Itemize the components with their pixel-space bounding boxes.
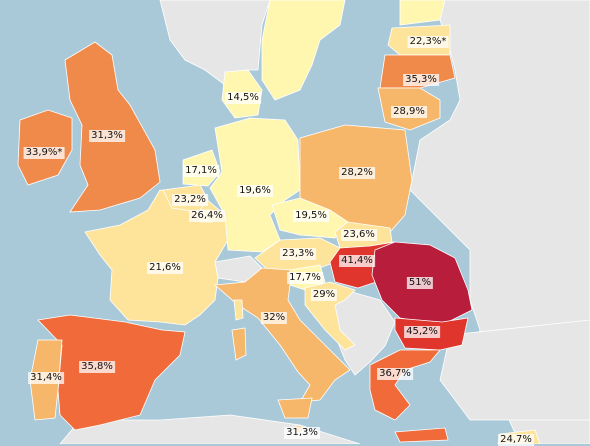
label-germany: 19,6% bbox=[237, 185, 273, 197]
label-latvia: 35,3% bbox=[403, 74, 439, 86]
label-ireland: 33,9%* bbox=[23, 147, 65, 159]
label-croatia: 29% bbox=[310, 289, 338, 301]
label-slovenia: 17,7% bbox=[287, 272, 323, 284]
label-denmark: 14,5% bbox=[225, 92, 261, 104]
label-spain: 35,8% bbox=[79, 361, 115, 373]
region-italy bbox=[214, 267, 351, 403]
label-belgium: 23,2% bbox=[172, 194, 208, 206]
region-balkans-west bbox=[321, 289, 396, 376]
label-italy: 32% bbox=[260, 312, 288, 324]
label-bulgaria: 45,2% bbox=[404, 326, 440, 338]
label-luxembourg: 26,4% bbox=[189, 210, 225, 222]
label-estonia: 22,3%* bbox=[407, 36, 449, 48]
region-norway bbox=[159, 0, 271, 86]
region-turkey bbox=[439, 319, 590, 421]
region-sardinia bbox=[231, 327, 247, 361]
region-finland bbox=[399, 0, 446, 26]
region-sicily bbox=[277, 397, 313, 419]
label-austria: 23,3% bbox=[280, 248, 316, 260]
region-corsica bbox=[233, 299, 244, 321]
label-portugal: 31,4% bbox=[28, 372, 64, 384]
label-hungary: 41,4% bbox=[339, 255, 375, 267]
label-lithuania: 28,9% bbox=[391, 106, 427, 118]
region-france bbox=[84, 189, 229, 326]
region-greece bbox=[369, 349, 441, 421]
label-slovakia: 23,6% bbox=[341, 229, 377, 241]
label-malta: 31,3% bbox=[284, 427, 320, 439]
label-czechia: 19,5% bbox=[293, 210, 329, 222]
label-greece: 36,7% bbox=[377, 368, 413, 380]
label-cyprus: 24,7% bbox=[498, 434, 534, 446]
region-crete bbox=[394, 427, 449, 443]
region-sweden bbox=[261, 0, 346, 101]
label-uk: 31,3% bbox=[89, 130, 125, 142]
label-netherlands: 17,1% bbox=[183, 165, 219, 177]
label-poland: 28,2% bbox=[339, 167, 375, 179]
label-france: 21,6% bbox=[147, 262, 183, 274]
label-romania: 51% bbox=[406, 277, 434, 289]
region-uk bbox=[64, 41, 161, 213]
